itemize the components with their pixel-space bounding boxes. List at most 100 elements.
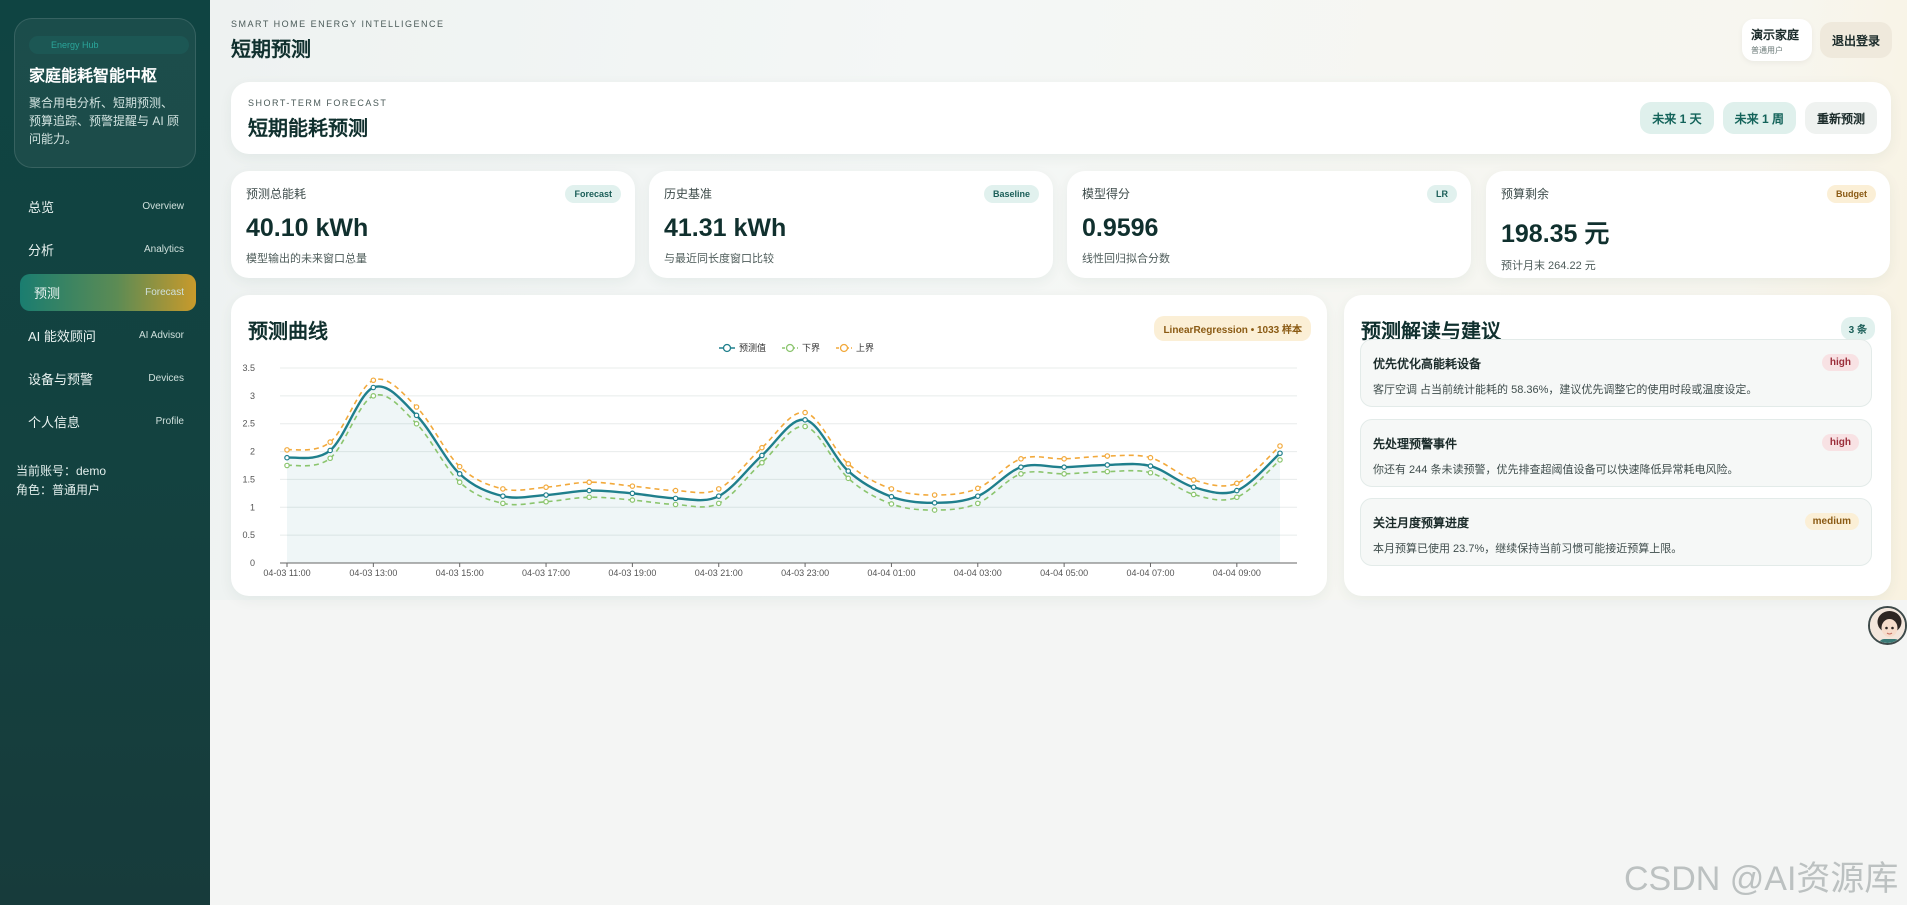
data-point[interactable] [672, 487, 679, 494]
data-point[interactable] [974, 500, 981, 507]
data-point[interactable] [327, 439, 333, 445]
data-point[interactable] [543, 498, 549, 505]
data-point[interactable] [629, 483, 636, 489]
data-point[interactable] [1147, 463, 1154, 469]
data-point[interactable] [629, 497, 636, 503]
chart-legend[interactable]: 预测值 下界 上界 [719, 342, 874, 354]
data-point[interactable] [586, 479, 593, 486]
data-point[interactable] [413, 404, 420, 410]
data-point[interactable] [672, 501, 679, 508]
sidebar-item-ai-advisor[interactable]: AI 能效顾问 AI Advisor [14, 317, 196, 354]
data-point[interactable] [456, 471, 463, 477]
stat-description: 与最近同长度窗口比较 [664, 253, 774, 265]
data-point[interactable] [888, 493, 895, 500]
stat-badge: Forecast [565, 185, 621, 203]
legend-item[interactable]: 下界 [782, 343, 820, 354]
data-point[interactable] [715, 500, 722, 507]
data-point[interactable] [759, 459, 765, 466]
data-point[interactable] [586, 494, 593, 501]
data-point[interactable] [931, 500, 938, 506]
data-point[interactable] [931, 507, 938, 513]
data-point[interactable] [456, 479, 463, 486]
data-point[interactable] [802, 423, 808, 430]
data-point[interactable] [586, 487, 593, 494]
data-point[interactable] [500, 500, 506, 507]
data-point[interactable] [802, 409, 808, 416]
data-point[interactable] [672, 495, 679, 502]
assistant-avatar-icon[interactable] [1868, 606, 1907, 645]
sidebar-item-overview[interactable]: 总览 Overview [14, 188, 196, 225]
data-point[interactable] [543, 484, 549, 491]
data-point[interactable] [284, 462, 290, 469]
data-point[interactable] [500, 493, 506, 499]
data-point[interactable] [1277, 450, 1283, 457]
rerun-forecast-button[interactable]: 重新预测 [1804, 102, 1877, 134]
series-line-1 [286, 394, 1281, 511]
data-point[interactable] [1018, 456, 1024, 462]
x-tick-label: 04-03 23:00 [781, 568, 829, 578]
sidebar-item-profile[interactable]: 个人信息 Profile [14, 403, 196, 440]
data-point[interactable] [1061, 456, 1067, 462]
data-point[interactable] [543, 492, 549, 498]
data-point[interactable] [974, 493, 981, 499]
data-point[interactable] [759, 452, 765, 459]
data-point[interactable] [413, 412, 420, 419]
data-point[interactable] [1234, 487, 1240, 494]
data-point[interactable] [1147, 469, 1154, 476]
data-point[interactable] [1277, 457, 1283, 463]
data-point[interactable] [370, 393, 377, 399]
data-point[interactable] [413, 420, 420, 427]
data-point[interactable] [845, 461, 852, 467]
logout-button[interactable]: 退出登录 [1820, 22, 1892, 58]
data-point[interactable] [845, 468, 852, 474]
data-point[interactable] [1104, 462, 1111, 468]
data-point[interactable] [931, 492, 938, 498]
sidebar-item-forecast[interactable]: 预测 Forecast [20, 274, 196, 311]
advice-item[interactable]: 优先优化高能耗设备 high 客厅空调 占当前统计能耗的 58.36%，建议优先… [1360, 339, 1872, 407]
data-point[interactable] [500, 486, 506, 492]
data-point[interactable] [759, 444, 765, 451]
data-point[interactable] [1018, 471, 1024, 477]
data-point[interactable] [1190, 484, 1197, 491]
data-point[interactable] [1104, 468, 1111, 475]
forecast-line-chart[interactable]: 0 0.5 1 1.5 2 2.5 3 3.5 04-03 11:00 04-03 13:00 04… [231, 295, 1327, 596]
data-point[interactable] [284, 447, 290, 453]
data-point[interactable] [1234, 480, 1240, 487]
data-point[interactable] [370, 384, 377, 391]
data-point[interactable] [327, 455, 333, 462]
data-point[interactable] [629, 490, 636, 497]
data-point[interactable] [284, 454, 290, 461]
data-point[interactable] [1234, 494, 1240, 501]
user-chip[interactable]: 演示家庭 普通用户 [1742, 19, 1812, 61]
data-point[interactable] [1277, 443, 1283, 449]
legend-item[interactable]: 上界 [836, 343, 874, 354]
data-point[interactable] [974, 485, 981, 492]
watermark: CSDN @AI资源库 [1624, 860, 1899, 898]
data-point[interactable] [456, 463, 463, 470]
data-point[interactable] [715, 493, 722, 499]
data-point[interactable] [802, 417, 808, 423]
page-title: 短期预测 [231, 39, 311, 61]
data-point[interactable] [327, 447, 333, 454]
data-point[interactable] [1147, 454, 1154, 461]
data-point[interactable] [1061, 471, 1067, 477]
data-point[interactable] [1104, 453, 1111, 459]
data-point[interactable] [1018, 464, 1024, 470]
data-point[interactable] [1190, 491, 1197, 498]
next-week-button[interactable]: 未来 1 周 [1722, 102, 1796, 134]
data-point[interactable] [370, 377, 377, 384]
advice-item[interactable]: 关注月度预算进度 medium 本月预算已使用 23.7%，继续保持当前习惯可能… [1360, 498, 1872, 566]
data-point[interactable] [715, 486, 722, 492]
advice-item[interactable]: 先处理预警事件 high 你还有 244 条未读预警，优先排查超阈值设备可以快速… [1360, 419, 1872, 487]
data-point[interactable] [888, 501, 895, 507]
next-day-button[interactable]: 未来 1 天 [1640, 102, 1714, 134]
stat-badge: Baseline [983, 185, 1039, 203]
legend-item[interactable]: 预测值 [719, 342, 766, 354]
data-point[interactable] [845, 475, 852, 482]
x-tick-label: 04-03 19:00 [608, 568, 656, 578]
data-point[interactable] [1061, 464, 1067, 470]
data-point[interactable] [1190, 477, 1197, 483]
sidebar-item-analytics[interactable]: 分析 Analytics [14, 231, 196, 268]
data-point[interactable] [888, 486, 895, 492]
sidebar-item-devices[interactable]: 设备与预警 Devices [14, 360, 196, 397]
